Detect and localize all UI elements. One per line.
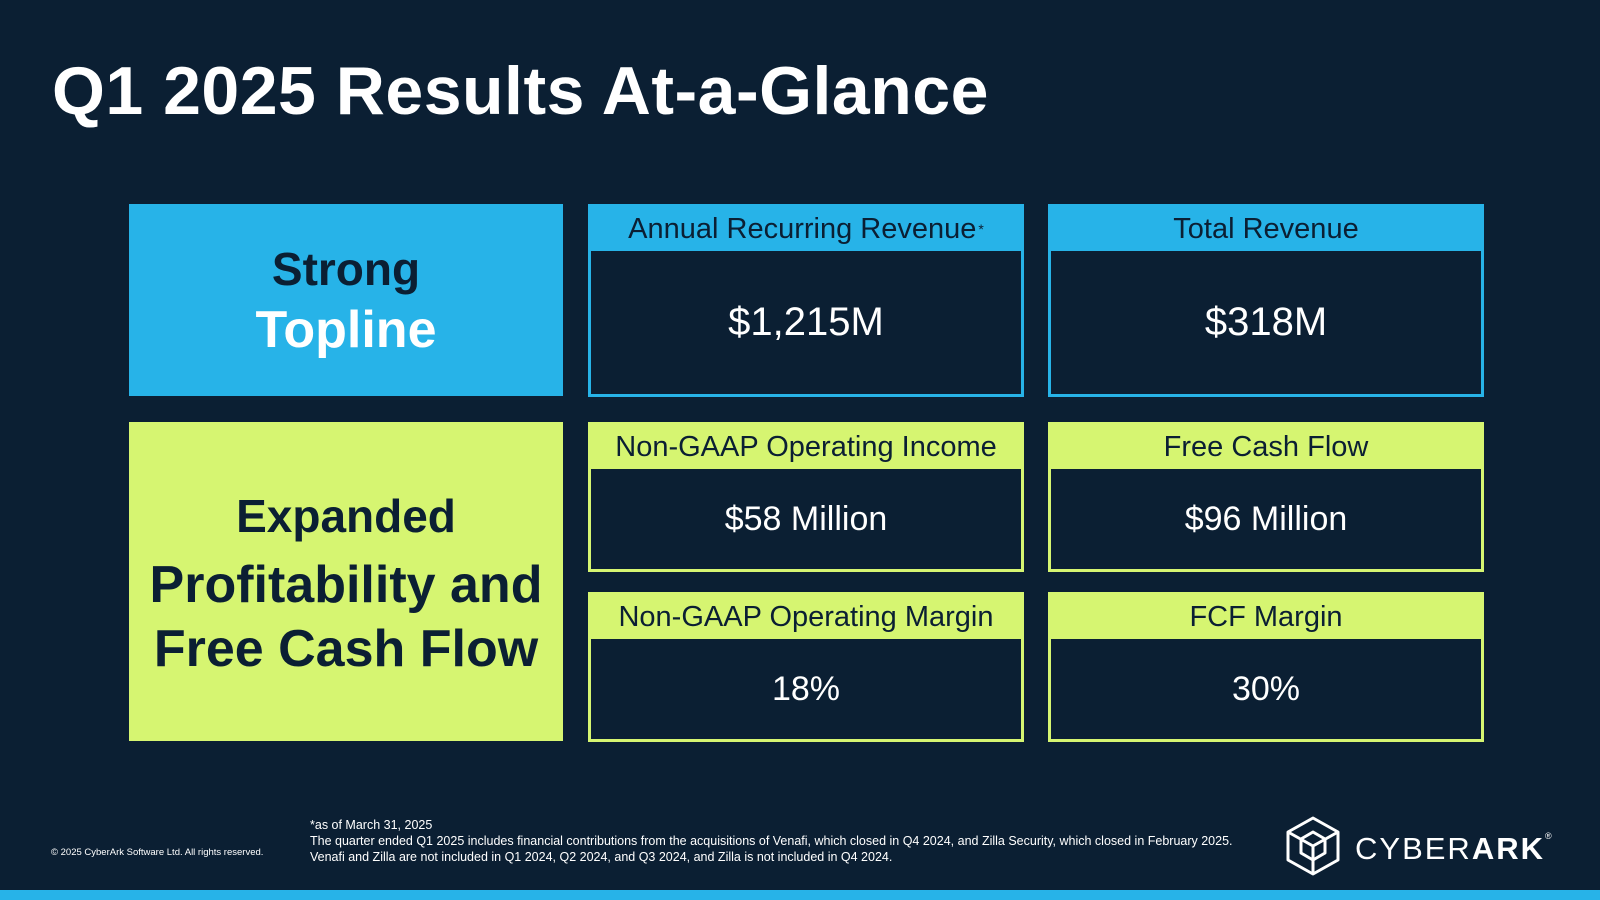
- metric-label-op-income: Non-GAAP Operating Income: [591, 425, 1021, 469]
- category-topline-line2: Topline: [255, 301, 437, 359]
- logo-text-light: CYBER: [1355, 830, 1472, 866]
- category-profitability: Expanded Profitability and Free Cash Flo…: [129, 422, 563, 741]
- bottom-accent-bar: [0, 890, 1600, 900]
- metric-card-total-revenue: Total Revenue $318M: [1048, 204, 1484, 397]
- metric-card-fcf: Free Cash Flow $96 Million: [1048, 422, 1484, 572]
- metric-value-fcf-margin: 30%: [1231, 669, 1301, 708]
- footnote-marker: *: [978, 221, 984, 237]
- copyright-text: © 2025 CyberArk Software Ltd. All rights…: [51, 847, 264, 858]
- footnote-line: The quarter ended Q1 2025 includes finan…: [310, 834, 1233, 848]
- cube-icon: [1285, 815, 1341, 882]
- metric-card-arr: Annual Recurring Revenue * $1,215M: [588, 204, 1024, 397]
- logo-wordmark: CYBERARK®: [1355, 831, 1552, 867]
- metric-card-op-income: Non-GAAP Operating Income $58 Million: [588, 422, 1024, 572]
- metric-value-fcf: $96 Million: [1184, 499, 1348, 538]
- metric-label-fcf-margin: FCF Margin: [1051, 595, 1481, 639]
- metric-label-arr: Annual Recurring Revenue: [628, 212, 977, 245]
- footnotes: *as of March 31, 2025 The quarter ended …: [310, 817, 1250, 865]
- category-profitability-line1: Expanded: [236, 489, 456, 542]
- page-title: Q1 2025 Results At-a-Glance: [52, 53, 989, 129]
- metric-card-header: Annual Recurring Revenue *: [591, 207, 1021, 251]
- category-profitability-line2: Profitability and Free Cash Flow: [149, 555, 543, 678]
- metric-value-op-margin: 18%: [771, 669, 841, 708]
- metric-card-fcf-margin: FCF Margin 30%: [1048, 592, 1484, 742]
- footnote-line: *as of March 31, 2025: [310, 818, 433, 832]
- cyberark-logo: CYBERARK®: [1285, 815, 1552, 882]
- category-topline: Strong Topline: [129, 204, 563, 396]
- registered-mark: ®: [1544, 830, 1552, 841]
- metric-card-op-margin: Non-GAAP Operating Margin 18%: [588, 592, 1024, 742]
- category-topline-line1: Strong: [271, 243, 421, 295]
- metric-value-arr: $1,215M: [728, 300, 884, 344]
- metric-value-total-revenue: $318M: [1204, 300, 1328, 344]
- metric-label-op-margin: Non-GAAP Operating Margin: [591, 595, 1021, 639]
- footnote-line: Venafi and Zilla are not included in Q1 …: [310, 850, 893, 864]
- metric-label-fcf: Free Cash Flow: [1051, 425, 1481, 469]
- logo-text-bold: ARK: [1471, 830, 1545, 866]
- metric-value-op-income: $58 Million: [724, 499, 888, 538]
- metric-label-total-revenue: Total Revenue: [1051, 207, 1481, 251]
